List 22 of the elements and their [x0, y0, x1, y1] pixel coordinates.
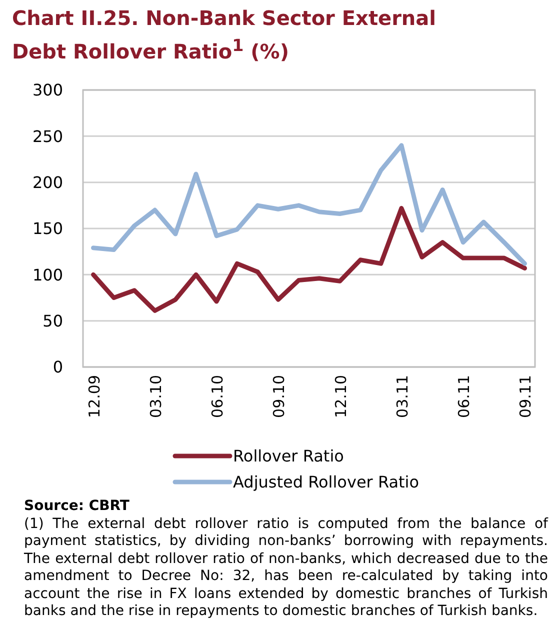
source-note: Source: CBRT: [24, 498, 130, 516]
legend-label: Adjusted Rollover Ratio: [233, 472, 420, 492]
y-tick-label: 0: [52, 358, 63, 377]
x-tick-label: 09.11: [516, 375, 535, 418]
y-tick-label: 150: [32, 219, 63, 238]
x-tick-label: 03.10: [146, 375, 165, 418]
x-tick-label: 03.11: [393, 375, 412, 418]
x-tick-label: 09.10: [270, 375, 288, 418]
text: (1) The external debt rollover ratio is computed from the balance of payment statistics, by dividing non-banks’ borrowing with repayments. The external debt rollover ratio of non-banks, which decreased due to the amendment to Decree No: 32, has been re-calculated by taking into account the rise in FX loans extended by domestic branches of Turkish banks and the rise in repayments to domestic branches of Turkish banks.: [24, 516, 548, 620]
x-tick-label: 06.11: [455, 375, 474, 418]
x-tick-label: 12.10: [332, 375, 350, 418]
y-tick-label: 200: [32, 172, 63, 192]
x-tick-label: 06.10: [208, 375, 227, 418]
x-tick-label: 12.09: [85, 375, 104, 418]
y-tick-label: 50: [42, 311, 63, 330]
line-series: [91, 206, 527, 313]
line-series: [91, 143, 527, 266]
y-tick-label: 100: [32, 265, 63, 284]
legend-label: Rollover Ratio: [233, 446, 344, 466]
y-tick-label: 250: [32, 126, 63, 146]
chart-title: Chart II.25. Non-Bank Sector External Debt Rollover Ratio$^{1}$ (%): [12, 5, 438, 66]
y-tick-label: 300: [32, 80, 63, 100]
